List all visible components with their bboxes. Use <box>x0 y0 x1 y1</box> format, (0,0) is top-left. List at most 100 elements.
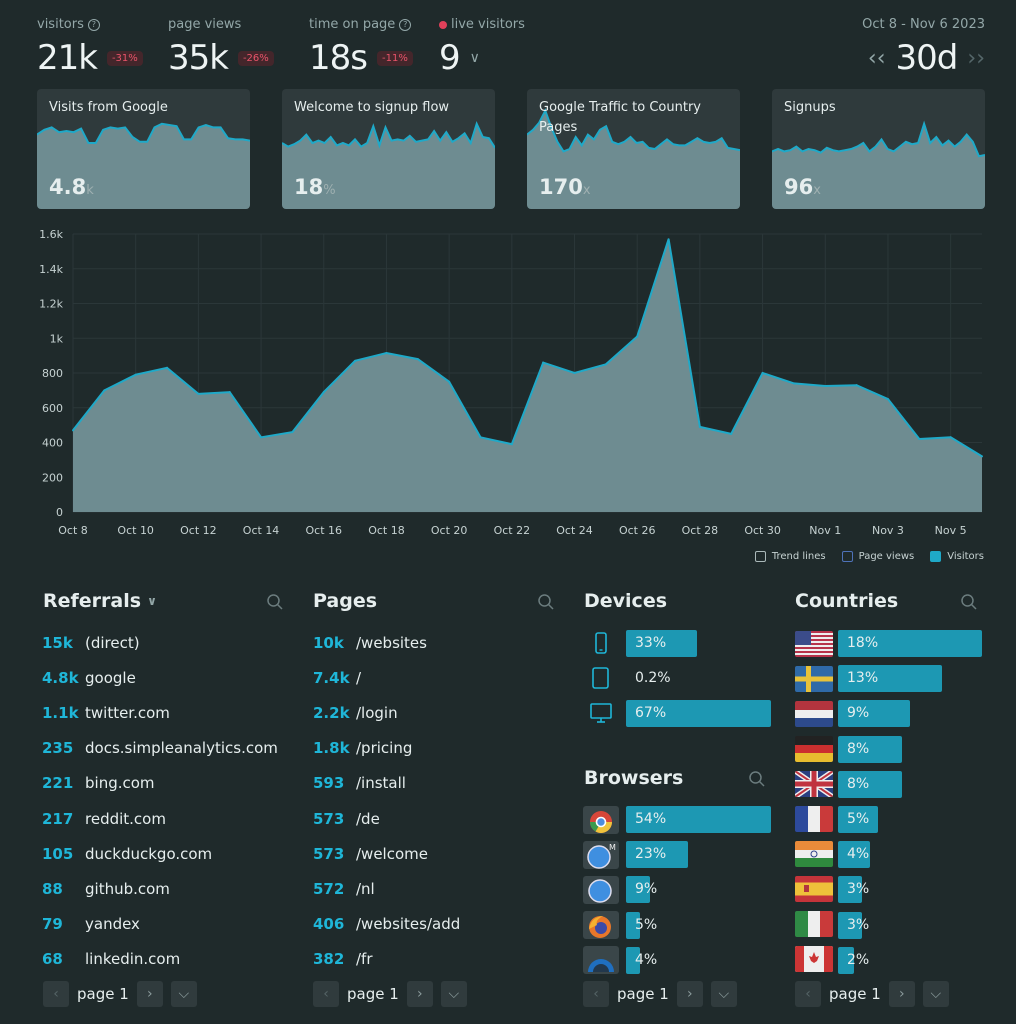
stat-pageviews[interactable]: page views 35k -26% <box>168 17 274 78</box>
list-item[interactable]: 572/nl <box>313 871 375 906</box>
data-point <box>981 455 983 458</box>
list-item[interactable]: 221 bing.com <box>42 766 155 801</box>
prev-page-button[interactable]: ‹ <box>313 981 339 1007</box>
list-item[interactable]: 573/de <box>313 801 380 836</box>
share-bar <box>838 876 862 904</box>
list-item[interactable]: 7.4k / <box>313 660 361 695</box>
search-icon[interactable] <box>748 770 766 788</box>
legend-visitors[interactable]: Visitors <box>930 551 984 562</box>
bar-row[interactable]: 54% <box>626 806 771 834</box>
bar-row[interactable]: 0.2% <box>626 665 771 693</box>
stat-live-visitors[interactable]: live visitors 9 ∨ <box>439 17 525 78</box>
prev-page-button[interactable]: ‹ <box>43 981 69 1007</box>
bar-row[interactable]: 5% <box>626 911 771 940</box>
bar-row[interactable]: 3% <box>838 911 982 940</box>
bar-row[interactable]: 33% <box>626 630 771 658</box>
prev-page-button[interactable]: ‹ <box>795 981 821 1007</box>
item-label: /login <box>356 703 398 722</box>
stat-time-on-page[interactable]: time on page? 18s -11% <box>309 17 413 78</box>
share-label: 8% <box>847 775 870 792</box>
data-point <box>260 436 263 439</box>
visitors-area-chart[interactable]: 0 200 400 600 800 1k 1.2k 1.4k 1.6k Oct 8 Oct 10 Oc… <box>0 222 1016 552</box>
list-item[interactable]: 88 github.com <box>42 871 170 906</box>
list-item[interactable]: 4.8k google <box>42 660 136 695</box>
list-item[interactable]: 105 duckduckgo.com <box>42 836 212 871</box>
expand-list-button[interactable]: ⌵ <box>440 981 467 1007</box>
chevron-down-icon[interactable]: ∨ <box>469 50 480 66</box>
chevron-down-icon[interactable]: ∨ <box>147 594 157 608</box>
share-label: 5% <box>635 916 658 933</box>
data-point <box>134 373 137 376</box>
list-item[interactable]: 79 yandex <box>42 907 140 942</box>
previous-range-icon[interactable]: ‹‹ <box>867 45 886 71</box>
list-item[interactable]: 10k/websites <box>313 625 427 660</box>
bar-row[interactable]: 4% <box>626 946 771 975</box>
next-page-button[interactable]: › <box>136 981 163 1007</box>
share-bar <box>626 946 640 974</box>
item-label: github.com <box>85 879 170 898</box>
list-item[interactable]: 68 linkedin.com <box>42 942 180 977</box>
next-range-icon[interactable]: ›› <box>967 45 985 71</box>
list-item[interactable]: 573/welcome <box>313 836 428 871</box>
bar-row[interactable]: 5% <box>838 806 982 834</box>
checkbox-icon[interactable] <box>841 551 853 562</box>
goal-card[interactable]: Google Traffic to Country Pages 170x <box>527 89 740 209</box>
search-icon[interactable] <box>537 593 555 611</box>
list-item[interactable]: 2.2k/login <box>313 695 398 730</box>
help-icon[interactable]: ? <box>87 18 100 31</box>
visitors-change-badge: -31% <box>106 50 143 66</box>
pages-panel: Pages <box>313 590 377 612</box>
bar-row[interactable]: 4% <box>838 841 982 869</box>
next-page-button[interactable]: › <box>676 981 703 1007</box>
goal-card[interactable]: Welcome to signup flow 18% <box>282 89 495 209</box>
goal-card[interactable]: Signups 96x <box>772 89 985 209</box>
legend-trend-lines[interactable]: Trend lines <box>754 551 826 562</box>
search-icon[interactable] <box>266 593 284 611</box>
list-item[interactable]: 406/websites/add <box>313 907 460 942</box>
bar-row[interactable]: 8% <box>838 770 982 799</box>
checkbox-checked-icon[interactable] <box>930 551 942 562</box>
list-item[interactable]: 217 reddit.com <box>42 801 166 836</box>
item-label: /install <box>356 774 406 793</box>
range-value[interactable]: 30d <box>895 38 959 78</box>
sparkline-area <box>37 123 250 209</box>
bar-row[interactable]: 8% <box>838 735 982 764</box>
data-point <box>824 385 827 388</box>
bar-row[interactable]: 2% <box>838 946 982 975</box>
expand-list-button[interactable]: ⌵ <box>710 981 737 1007</box>
next-page-button[interactable]: › <box>406 981 433 1007</box>
bar-row[interactable]: 9% <box>626 876 771 904</box>
share-label: 33% <box>635 635 667 651</box>
checkbox-icon[interactable] <box>754 551 766 562</box>
list-item[interactable]: 593/install <box>313 766 406 801</box>
legend-page-views[interactable]: Page views <box>841 551 914 562</box>
bar-row[interactable]: 13% <box>838 665 982 693</box>
search-icon[interactable] <box>960 593 978 611</box>
prev-page-button[interactable]: ‹ <box>583 981 609 1007</box>
share-label: 9% <box>847 705 870 722</box>
devices-title: Devices <box>584 590 668 612</box>
list-item[interactable]: 15k (direct) <box>42 625 140 660</box>
bar-row[interactable]: 23% <box>626 841 771 869</box>
bar-row[interactable]: 67% <box>626 700 771 728</box>
x-tick-label: Oct 14 <box>243 524 280 537</box>
share-label: 0.2% <box>635 670 671 687</box>
bar-row[interactable]: 9% <box>838 700 982 728</box>
bar-row[interactable]: 18% <box>838 630 982 658</box>
stat-visitors[interactable]: visitors? 21k -31% <box>37 17 143 78</box>
next-page-button[interactable]: › <box>888 981 915 1007</box>
expand-list-button[interactable]: ⌵ <box>170 981 197 1007</box>
help-icon[interactable]: ? <box>399 18 412 31</box>
bar-row[interactable]: 3% <box>838 876 982 904</box>
goal-card[interactable]: Visits from Google 4.8k <box>37 89 250 209</box>
list-item[interactable]: 1.1k twitter.com <box>42 695 170 730</box>
date-range[interactable]: Oct 8 - Nov 6 2023 ‹‹ 30d ›› <box>862 17 985 78</box>
expand-list-button[interactable]: ⌵ <box>922 981 949 1007</box>
data-point <box>291 431 294 434</box>
referrals-pager: ‹ page 1 › ⌵ <box>43 981 197 1007</box>
list-item[interactable]: 382/fr <box>313 942 373 977</box>
list-item[interactable]: 1.8k/pricing <box>313 731 412 766</box>
item-label: /pricing <box>356 739 413 758</box>
list-item[interactable]: 235 docs.simpleanalytics.com <box>42 731 278 766</box>
visitors-label: visitors <box>37 17 84 32</box>
